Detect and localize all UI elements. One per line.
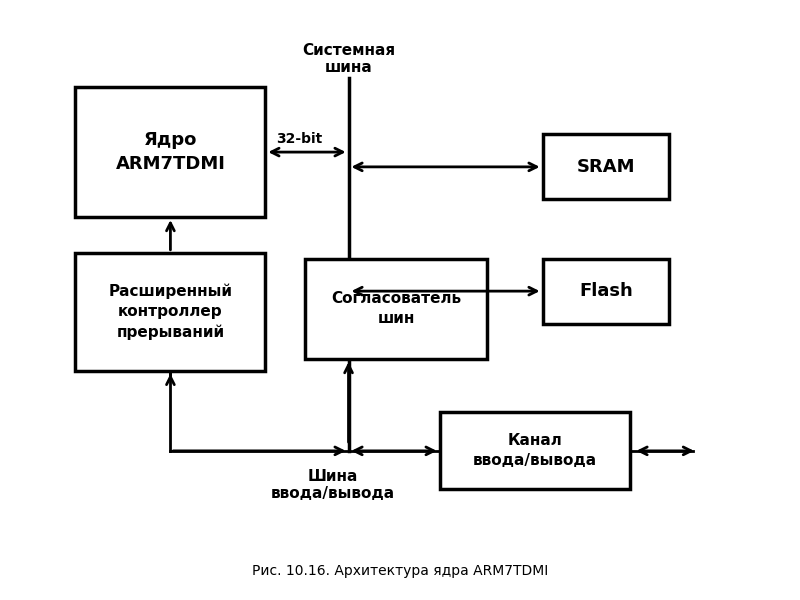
Text: Шина
ввода/вывода: Шина ввода/вывода: [270, 469, 394, 501]
Bar: [439, 412, 630, 490]
Bar: [305, 259, 487, 359]
Text: Канал
ввода/вывода: Канал ввода/вывода: [473, 433, 597, 468]
Text: Flash: Flash: [579, 282, 633, 300]
Bar: [542, 134, 669, 199]
Text: Ядро
ARM7TDMI: Ядро ARM7TDMI: [115, 131, 226, 173]
Text: 32-bit: 32-bit: [276, 132, 322, 146]
Bar: [75, 87, 266, 217]
Text: Системная
шина: Системная шина: [302, 43, 395, 75]
Text: Расширенный
контроллер
прерываний: Расширенный контроллер прерываний: [109, 284, 233, 340]
Bar: [75, 253, 266, 371]
Text: Рис. 10.16. Архитектура ядра ARM7TDMI: Рис. 10.16. Архитектура ядра ARM7TDMI: [252, 564, 548, 578]
Bar: [542, 259, 669, 323]
Text: SRAM: SRAM: [577, 158, 635, 176]
Text: Согласователь
шин: Согласователь шин: [331, 292, 461, 326]
